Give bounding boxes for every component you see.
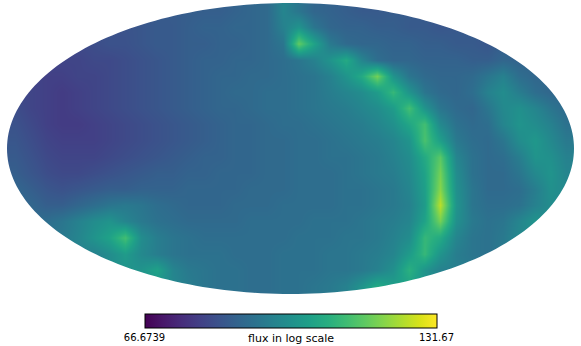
svg-text:flux in log scale: flux in log scale xyxy=(248,332,334,345)
svg-text:131.67: 131.67 xyxy=(419,332,454,343)
svg-text:66.6739: 66.6739 xyxy=(124,332,165,343)
